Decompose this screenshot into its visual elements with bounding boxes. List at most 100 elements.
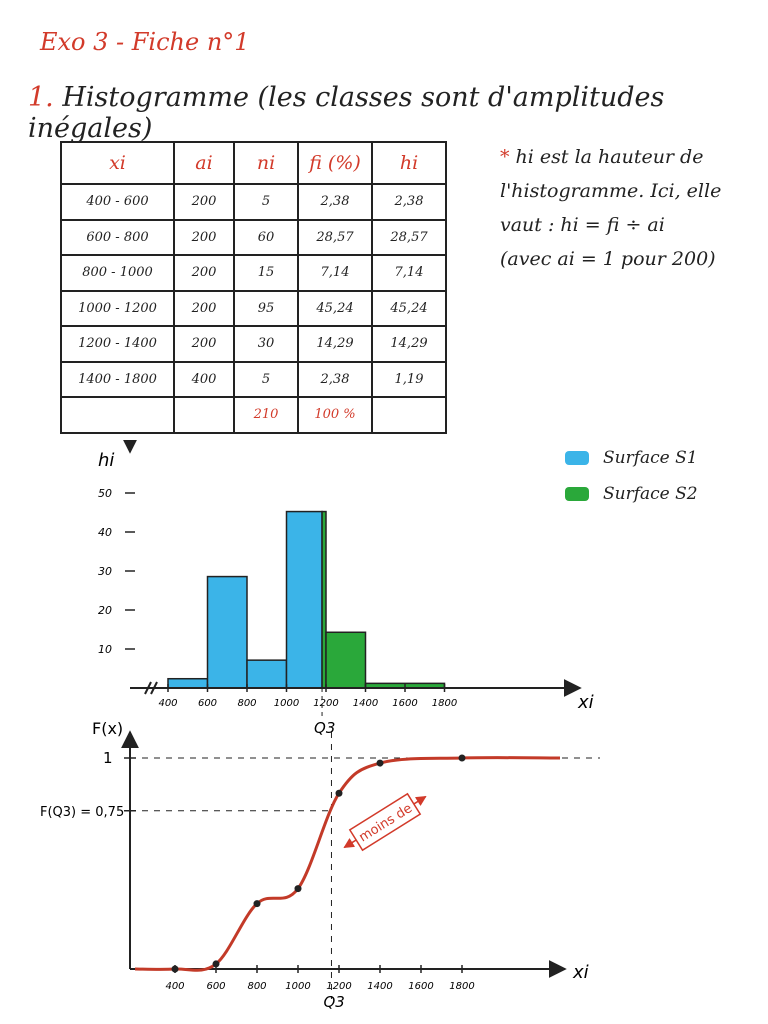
histogram-chart: 10 20 30 40 50 400 600 800 1000 1200 1400 1600 1800… (98, 440, 594, 737)
x-axis-label: xi (577, 692, 594, 713)
curve-points (171, 754, 466, 973)
y-axis-label: hi (98, 450, 114, 471)
header-fi: fi (%) (297, 141, 373, 185)
note-line-2: (avec ai = 1 pour 200) (500, 248, 716, 270)
cell-amplitude: 200 (173, 218, 235, 256)
section-title: Histogramme (les classes sont d'amplitud… (28, 82, 665, 144)
legend-label-s1: Surface S1 (603, 448, 698, 468)
chart-legend: Surface S1 Surface S2 (565, 440, 698, 512)
curve-point (253, 900, 261, 908)
x-tick-label: 1800 (449, 981, 474, 992)
cell-frequency: 28,57 (297, 218, 373, 256)
note-line-1: hi est la hauteur de l'histogramme. Ici,… (500, 146, 722, 236)
table-total-row: 210 100 % (60, 396, 447, 434)
cell-amplitude: 200 (173, 289, 235, 327)
x-tick-label: 600 (206, 981, 225, 992)
x-ticks: 400 600 800 1000 1200 1400 1600 1800 (158, 684, 457, 709)
x-tick-label: 600 (198, 698, 217, 709)
histogram-bars (167, 510, 446, 689)
legend-item-s1: Surface S1 (565, 440, 698, 476)
total-blank (60, 396, 175, 434)
x-tick-label: 400 (165, 981, 184, 992)
total-count: 210 (233, 396, 299, 434)
ytick-1-label: 1 (103, 749, 113, 767)
q3-label: Q3 (323, 993, 344, 1011)
table-row: 400 - 600 200 5 2,38 2,38 (60, 183, 447, 221)
x-tick-label: 1400 (353, 698, 378, 709)
header-ni: ni (233, 141, 299, 185)
cell-frequency: 7,14 (297, 254, 373, 292)
legend-swatch-s2 (565, 487, 589, 501)
ytick-q3-label: F(Q3) = 0,75 (40, 805, 124, 820)
x-tick-label: 1800 (432, 698, 457, 709)
table-row: 1400 - 1800 400 5 2,38 1,19 (60, 360, 447, 398)
header-hi: hi (371, 141, 447, 185)
cell-frequency: 14,29 (297, 325, 373, 363)
cell-amplitude: 200 (173, 325, 235, 363)
section-number: 1. (28, 82, 54, 113)
y-tick-label: 20 (98, 604, 112, 617)
cell-class: 1200 - 1400 (60, 325, 175, 363)
guide-lines (124, 732, 600, 999)
y-tick-label: 50 (98, 487, 112, 500)
cell-count: 30 (233, 325, 299, 363)
cell-class: 600 - 800 (60, 218, 175, 256)
total-frequency: 100 % (297, 396, 373, 434)
histogram-bar (325, 631, 367, 689)
table-row: 1200 - 1400 200 30 14,29 14,29 (60, 325, 447, 363)
cell-amplitude: 400 (173, 360, 235, 398)
cell-frequency: 2,38 (297, 360, 373, 398)
histogram-bar (206, 575, 248, 689)
cumulative-curve (134, 756, 561, 972)
cell-height: 1,19 (371, 360, 447, 398)
total-blank (371, 396, 447, 434)
cell-height: 2,38 (371, 183, 447, 221)
cell-class: 800 - 1000 (60, 254, 175, 292)
cell-frequency: 45,24 (297, 289, 373, 327)
exercise-title: Exo 3 - Fiche n°1 (40, 28, 250, 56)
x-tick-label: 800 (237, 698, 256, 709)
frequency-table: xi ai ni fi (%) hi 400 - 600 200 5 2,38 … (60, 141, 447, 434)
section-heading: 1. Histogramme (les classes sont d'ampli… (28, 82, 768, 144)
table-row: 600 - 800 200 60 28,57 28,57 (60, 218, 447, 256)
x-axis-label: xi (572, 962, 589, 983)
histogram-bar (285, 510, 323, 689)
cell-amplitude: 200 (173, 254, 235, 292)
legend-swatch-s1 (565, 451, 589, 465)
table-row: 800 - 1000 200 15 7,14 7,14 (60, 254, 447, 292)
table-row: 1000 - 1200 200 95 45,24 45,24 (60, 289, 447, 327)
y-tick-label: 40 (98, 526, 112, 539)
curve-point (294, 885, 302, 893)
table-header-row: xi ai ni fi (%) hi (60, 141, 447, 185)
cell-count: 5 (233, 360, 299, 398)
note-star: * (500, 146, 510, 168)
cell-class: 1400 - 1800 (60, 360, 175, 398)
cell-count: 95 (233, 289, 299, 327)
y-tick-label: 30 (98, 565, 112, 578)
x-tick-label: 1000 (274, 698, 299, 709)
y-tick-label: 10 (98, 643, 112, 656)
curve-point (335, 789, 343, 797)
legend-item-s2: Surface S2 (565, 476, 698, 512)
cell-height: 45,24 (371, 289, 447, 327)
x-tick-label: 1600 (392, 698, 417, 709)
x-tick-label: 1200 (313, 698, 338, 709)
cell-count: 15 (233, 254, 299, 292)
header-ai: ai (173, 141, 235, 185)
histogram-bar (167, 677, 209, 689)
x-ticks: 400 600 800 1000 1200 1400 1600 1800 (165, 965, 475, 992)
header-xi: xi (60, 141, 175, 185)
x-tick-label: 1400 (367, 981, 392, 992)
cell-frequency: 2,38 (297, 183, 373, 221)
cell-count: 5 (233, 183, 299, 221)
total-blank (173, 396, 235, 434)
annotation-box (348, 792, 422, 852)
cell-amplitude: 200 (173, 183, 235, 221)
axis-break-icon (144, 681, 158, 695)
x-tick-label: 800 (247, 981, 266, 992)
x-tick-label: 1000 (285, 981, 310, 992)
y-axis-label: F(x) (92, 719, 123, 738)
height-note: * hi est la hauteur de l'histogramme. Ic… (500, 140, 760, 276)
cell-count: 60 (233, 218, 299, 256)
x-tick-label: 1600 (408, 981, 433, 992)
